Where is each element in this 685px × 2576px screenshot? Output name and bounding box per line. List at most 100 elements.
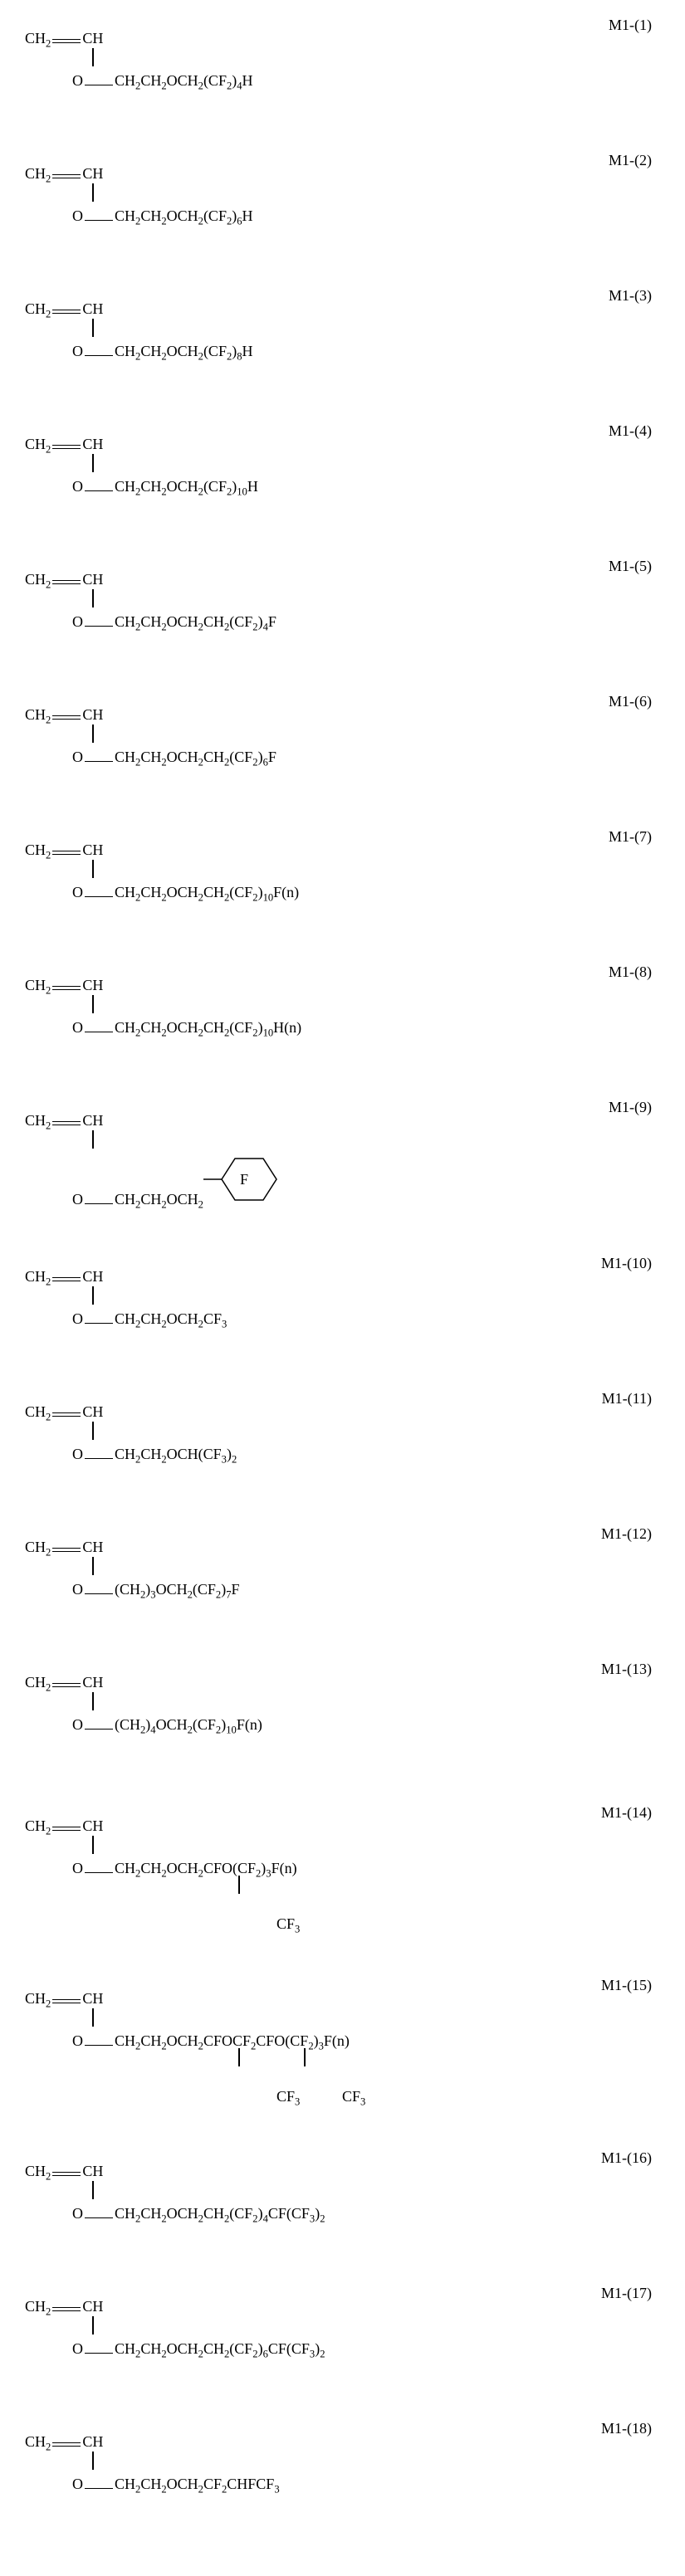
vertical-bond-icon — [92, 1130, 94, 1149]
vertical-bond-icon — [92, 183, 94, 202]
oxygen-atom: O — [72, 478, 83, 495]
chain-text: CH2CH2OCH2CFO(CF2)3F(n) — [115, 1860, 297, 1881]
vertical-bond-icon — [92, 2181, 94, 2199]
formula-label: M1-(14) — [601, 1804, 652, 1822]
oxygen-atom: O — [72, 2205, 83, 2222]
ch-group: CH — [82, 2433, 103, 2451]
ch2-group: CH2 — [25, 2433, 51, 2454]
ch2-group: CH2 — [25, 1990, 51, 2011]
chain-text: CH2CH2OCH(CF3)2 — [115, 1446, 237, 1466]
ch-group: CH — [82, 165, 103, 183]
formula-label: M1-(5) — [609, 558, 652, 575]
ch-group: CH — [82, 1990, 103, 2008]
ch-group: CH — [82, 1403, 103, 1421]
oxygen-atom: O — [72, 207, 83, 225]
chain-text: CH2CH2OCH2CFOCF2CFO(CF2)3F(n) — [115, 2032, 350, 2053]
structure: CH2CHOCH2CH2OCH2CH2(CF2)6CF(CF3)2 — [25, 2298, 325, 2360]
structure: CH2CHOCH2CH2OCH(CF3)2 — [25, 1403, 237, 1466]
vertical-bond-icon — [92, 48, 94, 66]
vertical-bond-icon — [92, 995, 94, 1013]
double-bond-icon — [52, 715, 81, 720]
formula-label: M1-(17) — [601, 2285, 652, 2302]
ch2-group: CH2 — [25, 165, 51, 186]
chain-text: CH2CH2OCH2CF2CHFCF3 — [115, 2476, 280, 2496]
ch-group: CH — [82, 2298, 103, 2315]
formula-label: M1-(11) — [602, 1390, 652, 1408]
single-bond-icon — [85, 761, 113, 762]
ch2-group: CH2 — [25, 1674, 51, 1695]
formula-label: M1-(13) — [601, 1661, 652, 1678]
ch-group: CH — [82, 300, 103, 318]
chain-text: CH2CH2OCH2 — [115, 1191, 203, 1212]
chain-text: CH2CH2OCH2CH2(CF2)4CF(CF3)2 — [115, 2205, 325, 2226]
chain-row: O CH2CH2OCH2CH2(CF2)4CF(CF3)2 — [72, 2205, 325, 2226]
vertical-bond-icon — [92, 2316, 94, 2334]
formula-entry: M1-(4)CH2CHOCH2CH2OCH2(CF2)10H — [17, 422, 668, 526]
formula-label: M1-(12) — [601, 1525, 652, 1543]
vinyl-head: CH2 CH — [25, 2433, 280, 2454]
oxygen-atom: O — [72, 613, 83, 631]
double-bond-icon — [52, 39, 81, 43]
vinyl-head: CH2CH — [25, 1539, 240, 1559]
single-bond-icon — [85, 1729, 113, 1730]
formula-label: M1-(6) — [609, 693, 652, 710]
structure: CH2CHOCH2CH2OCH2F — [25, 1112, 286, 1211]
formula-entry: M1-(5)CH2CHOCH2CH2OCH2CH2(CF2)4F — [17, 558, 668, 661]
chain-row: O(CH2)4OCH2(CF2)10F(n) — [72, 1716, 262, 1737]
double-bond-icon — [52, 851, 81, 855]
single-bond-icon — [85, 626, 113, 627]
ch-group: CH — [82, 2163, 103, 2180]
single-bond-icon — [85, 1458, 113, 1459]
chain-row: OCH2CH2OCH2CH2(CF2)4F — [72, 613, 276, 634]
ch2-group: CH2 — [25, 977, 51, 998]
single-bond-icon — [85, 2488, 113, 2489]
ch2-group: CH2 — [25, 706, 51, 727]
chain-row: OCH2CH2OCH2CH2(CF2)6F — [72, 749, 276, 769]
chain-row: OCH2CH2OCH2(CF2)8H — [72, 343, 253, 363]
formula-entry: M1-(1)CH2CHOCH2CH2OCH2(CF2)4H — [17, 17, 668, 120]
vertical-bond-icon — [92, 454, 94, 472]
vinyl-head: CH2CH — [25, 300, 253, 321]
ch2-group: CH2 — [25, 842, 51, 862]
formula-entry: M1-(2)CH2CHOCH2CH2OCH2(CF2)6H — [17, 152, 668, 256]
structure: CH2CHOCH2CH2OCH2CH2(CF2)10H(n) — [25, 977, 301, 1039]
single-bond-icon — [85, 1323, 113, 1324]
oxygen-atom: O — [72, 1191, 83, 1208]
vinyl-head: CH2 CH — [25, 2298, 325, 2319]
formula-entry: M1-(15)CH2CHOCH2CH2OCH2CFOCF2CFO(CF2)3F(… — [17, 1977, 668, 2118]
single-bond-icon — [85, 2217, 113, 2218]
formula-label: M1-(16) — [601, 2149, 652, 2167]
structure: CH2CHOCH2CH2OCH2CFO(CF2)3F(n)CF3 — [25, 1817, 297, 1880]
vertical-bond-icon — [92, 2008, 94, 2027]
structure: CH2CH OCH2CH2OCH2CH2(CF2)6F — [25, 706, 276, 768]
single-bond-icon — [85, 896, 113, 897]
ch2-group: CH2 — [25, 2163, 51, 2183]
oxygen-atom: O — [72, 1310, 83, 1328]
oxygen-atom: O — [72, 884, 83, 901]
oxygen-atom: O — [72, 1860, 83, 1877]
structure: CH2CHOCH2CH2OCH2CF2CHFCF3 — [25, 2433, 280, 2496]
ch-group: CH — [82, 571, 103, 588]
double-bond-icon — [52, 986, 81, 990]
double-bond-icon — [52, 174, 81, 178]
formula-entry: M1-(9)CH2CHOCH2CH2OCH2F — [17, 1099, 668, 1223]
formula-entry: M1-(10)CH2CHOCH2CH2OCH2CF3 — [17, 1255, 668, 1359]
ch2-group: CH2 — [25, 1112, 51, 1133]
chain-row: OCH2CH2OCH2CF3 — [72, 1310, 227, 1331]
ch2-group: CH2 — [25, 1817, 51, 1838]
structure: CH2CH OCH2CH2OCH2(CF2)8H — [25, 300, 253, 363]
chain-text: CH2CH2OCH2(CF2)8H — [115, 343, 253, 363]
chain-text: CH2CH2OCH2CH2(CF2)6F — [115, 749, 276, 769]
double-bond-icon — [52, 1683, 81, 1687]
double-bond-icon — [52, 2307, 81, 2311]
formula-entry: M1-(16) CH2 CH O CH2CH2OCH2CH2(CF2)4CF(CF3)2 — [17, 2149, 668, 2253]
vinyl-head: CH2CH — [25, 706, 276, 727]
ch2-group: CH2 — [25, 2298, 51, 2319]
formula-label: M1-(18) — [601, 2420, 652, 2437]
single-bond-icon — [85, 355, 113, 356]
vertical-bond-icon — [92, 1692, 94, 1710]
ch2-group: CH2 — [25, 436, 51, 456]
double-bond-icon — [52, 580, 81, 584]
formula-label: M1-(8) — [609, 964, 652, 981]
ch2-group: CH2 — [25, 1539, 51, 1559]
